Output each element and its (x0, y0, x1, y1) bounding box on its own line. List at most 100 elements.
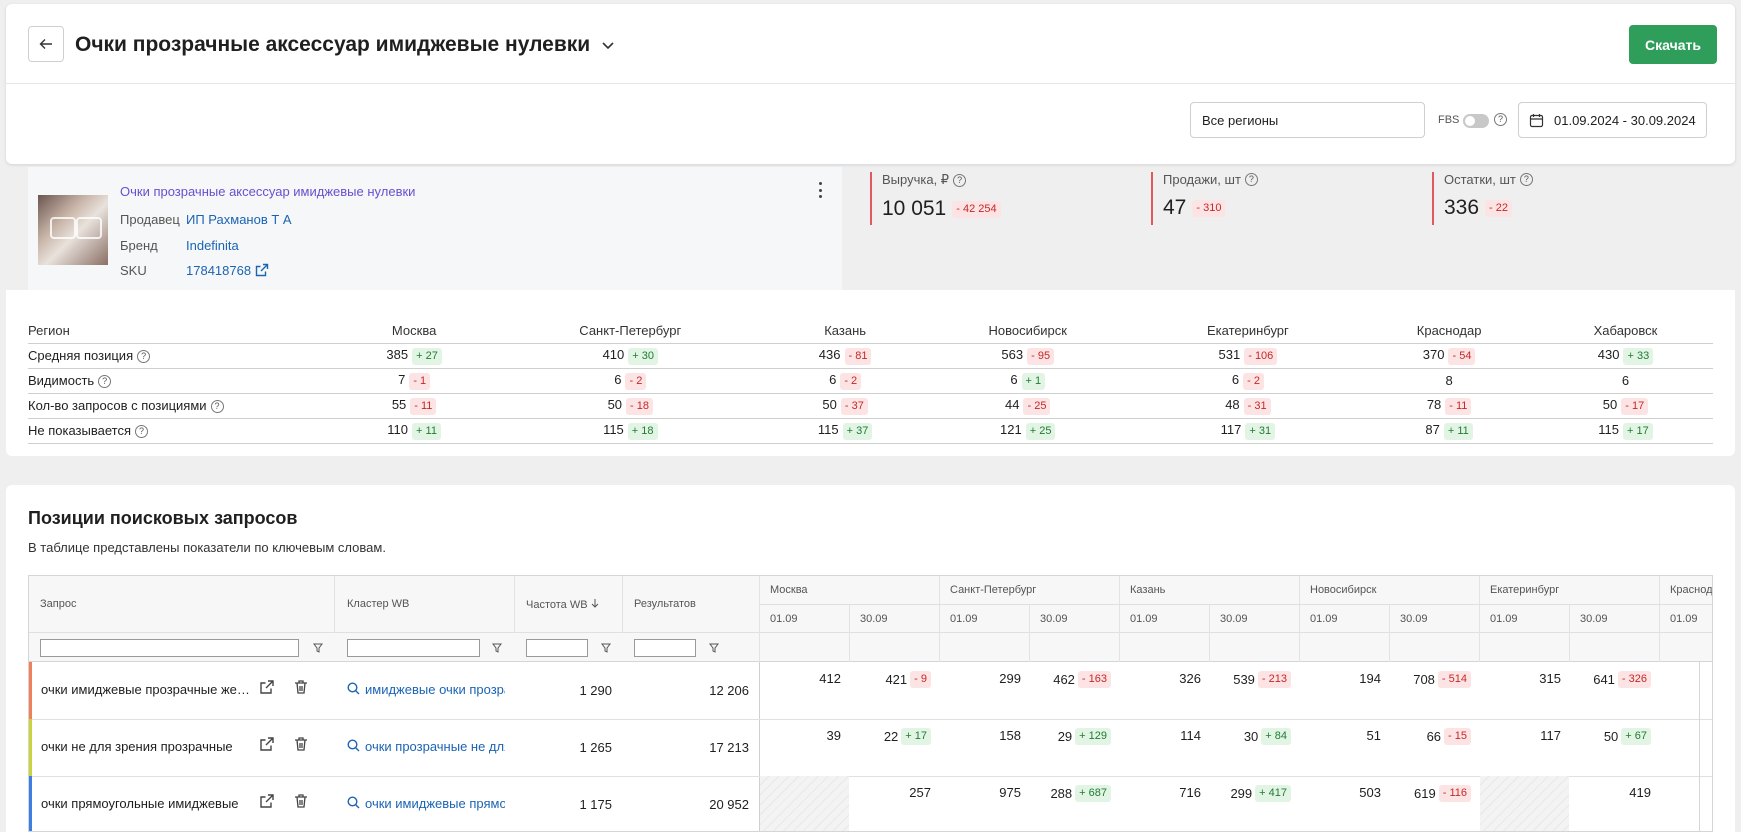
results-filter-input[interactable] (634, 639, 696, 657)
region-column-header[interactable]: Казань (1130, 584, 1166, 596)
delta-badge: + 17 (901, 728, 931, 745)
product-card: Очки прозрачные аксессуар имиджевые нуле… (28, 167, 842, 290)
cell-value: 117 (1220, 421, 1242, 437)
region-column-header[interactable]: Краснодар (1670, 584, 1713, 596)
sku-link[interactable]: 178418768 (186, 263, 269, 278)
help-icon[interactable]: ? (135, 425, 148, 439)
delta-badge: + 37 (842, 422, 873, 440)
external-link-icon[interactable] (259, 679, 275, 698)
frequency-filter-input[interactable] (526, 639, 588, 657)
position-cell: 114 (1119, 728, 1201, 743)
help-icon[interactable]: ? (1519, 173, 1533, 186)
column-header-frequency[interactable]: Частота WB (526, 598, 599, 611)
position-value: 30 (1243, 729, 1259, 744)
external-link-icon[interactable] (259, 736, 275, 755)
column-divider (759, 576, 760, 662)
back-button[interactable] (28, 26, 64, 62)
help-icon[interactable]: ? (953, 173, 967, 187)
position-value: 716 (1179, 785, 1201, 800)
delta-badge: - 54 (1448, 347, 1476, 365)
column-divider (1479, 576, 1480, 662)
query-text[interactable]: очки имиджевые прозрачные женские (41, 682, 256, 697)
filter-icon[interactable] (492, 643, 502, 653)
region-name: Хабаровск (1537, 318, 1713, 344)
region-column-header[interactable]: Санкт-Петербург (950, 584, 1037, 596)
empty-cell-hatch (760, 776, 849, 831)
position-cell: 158 (939, 728, 1021, 743)
filter-icon[interactable] (709, 643, 719, 653)
help-icon[interactable]: ? (137, 350, 151, 364)
region-column-header[interactable]: Москва (770, 584, 808, 596)
brand-link[interactable]: Indefinita (186, 238, 239, 253)
date-to-header: 30.09 (860, 613, 888, 625)
delta-badge: + 11 (1443, 422, 1473, 440)
cluster-link[interactable]: очки прозрачные не для зрения (365, 739, 505, 754)
download-button[interactable]: Скачать (1629, 25, 1717, 64)
fbs-toggle[interactable] (1463, 114, 1489, 128)
region-metric-cell: 115 + 37 (770, 418, 920, 444)
position-cell: 50 + 67 (1569, 728, 1651, 745)
seller-row: Продавец ИП Рахманов Т А (120, 212, 292, 227)
delta-badge: + 17 (1623, 422, 1653, 440)
region-metric-cell: 50- 17 (1537, 393, 1713, 419)
position-cell: 975 (939, 785, 1021, 800)
position-value: 503 (1359, 785, 1381, 800)
region-name: Казань (770, 318, 920, 344)
column-divider (1119, 576, 1120, 662)
region-column-header[interactable]: Екатеринбург (1490, 584, 1560, 596)
help-icon[interactable]: ? (1494, 113, 1507, 126)
calendar-icon (1529, 113, 1544, 127)
region-metric-cell: 6 (1537, 368, 1713, 394)
external-link-icon[interactable] (259, 793, 275, 812)
metric-sales: Продажи, шт? 47 - 310 (1151, 172, 1258, 225)
region-metric-label: Видимость? (28, 368, 338, 394)
position-value: 421 (885, 672, 908, 687)
chevron-down-icon[interactable] (600, 37, 616, 53)
filter-icon[interactable] (601, 643, 611, 653)
product-name-link[interactable]: Очки прозрачные аксессуар имиджевые нуле… (120, 184, 416, 199)
trash-icon[interactable] (293, 793, 309, 812)
more-menu-icon[interactable] (817, 182, 823, 198)
region-metric-label: Не показывается? (28, 418, 338, 444)
metric-revenue: Выручка, ₽? 10 051 - 42 254 (870, 172, 1001, 225)
seller-link[interactable]: ИП Рахманов Т А (186, 212, 292, 227)
region-column-header[interactable]: Новосибирск (1310, 584, 1377, 596)
position-value: 117 (1540, 728, 1561, 743)
row-divider (29, 719, 1712, 720)
region-metric-cell: 531- 106 (1135, 343, 1361, 369)
section-subtitle: В таблице представлены показатели по клю… (28, 540, 386, 555)
column-header-query[interactable]: Запрос (40, 598, 77, 610)
frequency-value: 1 175 (579, 797, 612, 812)
column-header-results[interactable]: Результатов (634, 598, 696, 610)
cluster-link[interactable]: очки имиджевые прямоугольные (365, 796, 505, 811)
help-icon[interactable]: ? (1244, 173, 1258, 186)
query-text[interactable]: очки не для зрения прозрачные (41, 739, 233, 754)
search-icon (347, 682, 360, 698)
cell-value: 50 (1602, 396, 1618, 412)
trash-icon[interactable] (293, 736, 309, 755)
position-value: 975 (999, 785, 1021, 800)
cluster-link[interactable]: имиджевые очки прозрачные (365, 682, 505, 697)
query-filter-input[interactable] (40, 639, 299, 657)
cluster-filter-input[interactable] (347, 639, 480, 657)
delta-badge: + 31 (1245, 422, 1276, 440)
help-icon[interactable]: ? (210, 400, 224, 414)
product-image[interactable] (38, 195, 108, 265)
page-header: Очки прозрачные аксессуар имиджевые нуле… (6, 4, 1735, 164)
delta-badge: - 42 254 (952, 200, 1001, 218)
row-divider (29, 776, 1712, 777)
cell-value: 7 (398, 371, 406, 387)
delta-badge: - 11 (410, 397, 437, 415)
cell-value: 50 (822, 396, 837, 412)
position-cell: 30 + 84 (1209, 728, 1291, 745)
cell-value: 6 (1621, 373, 1630, 388)
cell-value: 55 (391, 396, 407, 412)
column-header-cluster[interactable]: Кластер WB (347, 598, 410, 610)
region-select[interactable]: Все регионы (1190, 102, 1425, 138)
position-cell: 619- 116 (1389, 785, 1471, 802)
filter-icon[interactable] (313, 643, 323, 653)
query-text[interactable]: очки прямоугольные имиджевые (41, 796, 239, 811)
help-icon[interactable]: ? (98, 375, 112, 389)
date-range-picker[interactable]: 01.09.2024 - 30.09.2024 (1518, 102, 1707, 138)
trash-icon[interactable] (293, 679, 309, 698)
